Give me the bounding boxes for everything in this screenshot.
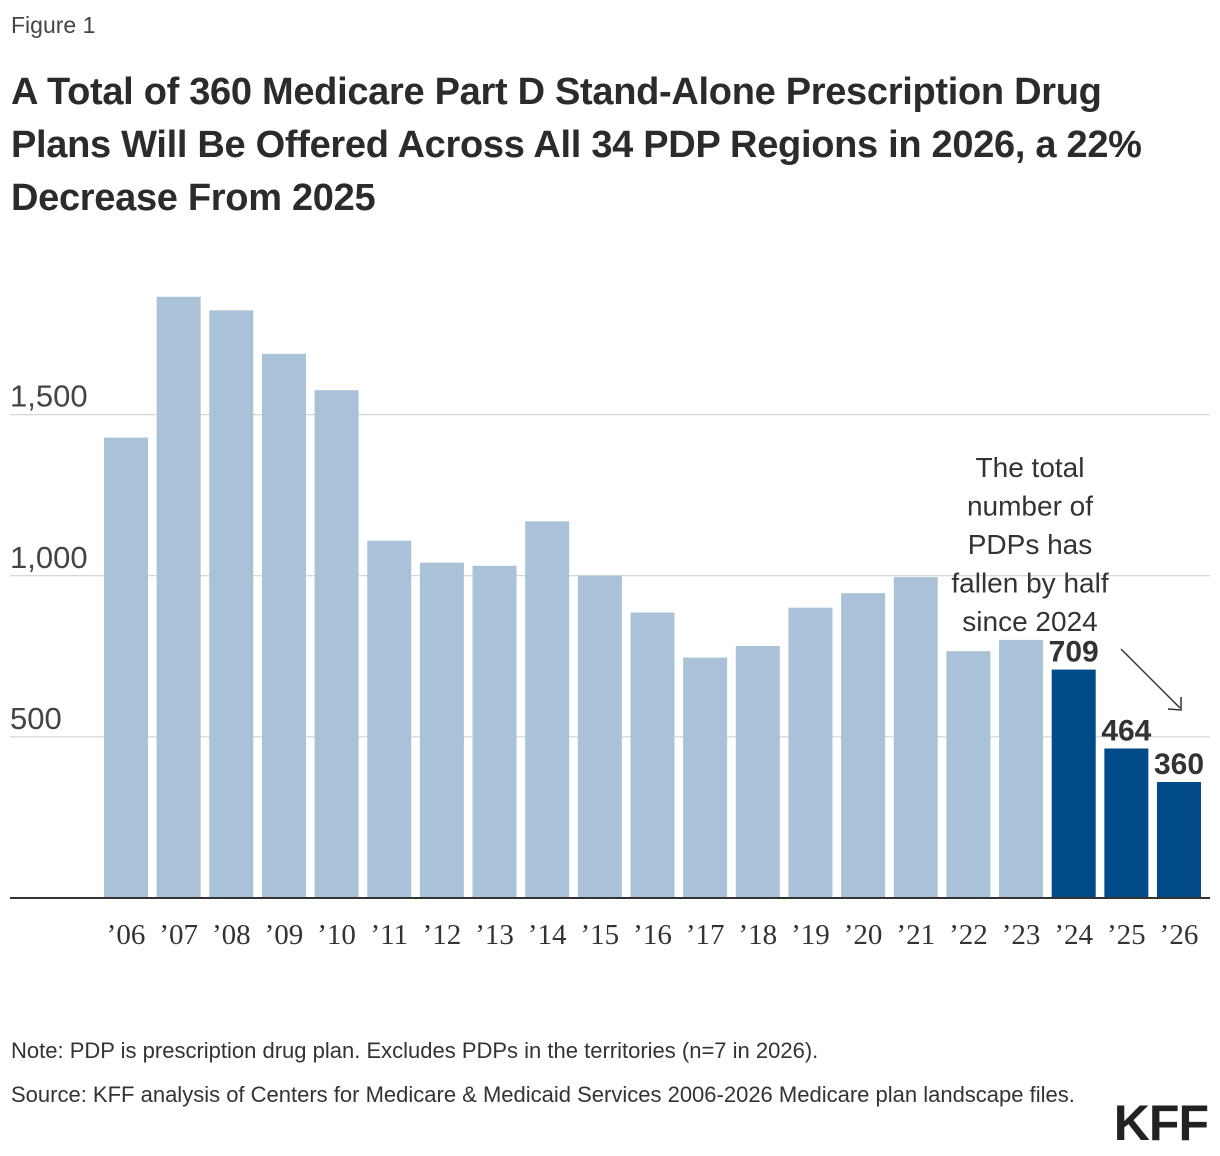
annotation-line: since 2024 xyxy=(962,606,1097,637)
x-tick-label: ’11 xyxy=(370,919,408,951)
x-tick-label: ’18 xyxy=(738,919,777,951)
bar-08 xyxy=(209,310,254,898)
x-tick-label: ’15 xyxy=(581,919,620,951)
annotation-line: PDPs has xyxy=(968,529,1093,560)
annotation-line: fallen by half xyxy=(951,568,1108,599)
kff-logo: KFF xyxy=(1113,1095,1209,1151)
data-label: 709 xyxy=(1049,636,1099,669)
bar-17 xyxy=(683,657,728,898)
x-tick-label: ’09 xyxy=(265,919,304,951)
x-tick-label: ’24 xyxy=(1054,919,1093,951)
bar-23 xyxy=(999,639,1044,898)
x-tick-label: ’26 xyxy=(1160,919,1199,951)
x-tick-label: ’20 xyxy=(844,919,883,951)
x-tick-label: ’21 xyxy=(896,919,935,951)
x-tick-label: ’12 xyxy=(423,919,462,951)
bar-21 xyxy=(893,577,938,898)
bar-13 xyxy=(472,565,517,898)
bar-12 xyxy=(419,562,464,898)
chart-title: A Total of 360 Medicare Part D Stand-Alo… xyxy=(11,71,1142,219)
x-tick-label: ’07 xyxy=(159,919,198,951)
x-tick-label: ’16 xyxy=(633,919,672,951)
bar-09 xyxy=(261,353,306,898)
x-tick-label: ’19 xyxy=(791,919,830,951)
x-tick-label: ’13 xyxy=(475,919,514,951)
bar-10 xyxy=(314,390,359,898)
bar-11 xyxy=(367,540,412,898)
bar-18 xyxy=(735,646,780,898)
annotation-line: number of xyxy=(967,491,1093,522)
x-tick-label: ’14 xyxy=(528,919,567,951)
annotation-arrowhead xyxy=(1167,697,1182,711)
bar-15 xyxy=(577,575,622,898)
chart-source: Source: KFF analysis of Centers for Medi… xyxy=(11,1082,1075,1107)
bar-07 xyxy=(156,296,201,899)
y-tick-label: 1,000 xyxy=(10,540,88,575)
x-tick-label: ’17 xyxy=(686,919,725,951)
annotation-line: The total xyxy=(976,452,1085,483)
data-label: 464 xyxy=(1101,714,1151,747)
chart-note: Note: PDP is prescription drug plan. Exc… xyxy=(11,1038,819,1063)
bar-chart: 500 1,000 1,500 ’06 ’07 ’08 ’09 ’10 ’11 ’12 ’13 ’14… xyxy=(10,296,1210,951)
bar-22 xyxy=(946,651,991,898)
x-tick-label: ’08 xyxy=(212,919,251,951)
x-tick-label: ’22 xyxy=(949,919,988,951)
bar-06 xyxy=(104,437,148,898)
bar-24 xyxy=(1051,669,1096,898)
annotation-arrow xyxy=(1120,648,1181,709)
data-label: 360 xyxy=(1154,748,1204,781)
bar-25 xyxy=(1104,748,1149,898)
x-tick-label: ’10 xyxy=(317,919,356,951)
bar-19 xyxy=(788,607,833,898)
x-tick-label: ’23 xyxy=(1002,919,1041,951)
bar-16 xyxy=(630,612,675,898)
figure-label: Figure 1 xyxy=(11,12,96,38)
x-tick-label: ’25 xyxy=(1107,919,1146,951)
bar-26 xyxy=(1157,782,1201,898)
bar-20 xyxy=(841,593,886,898)
x-tick-label: ’06 xyxy=(107,919,146,951)
y-tick-label: 1,500 xyxy=(10,379,88,414)
y-tick-label: 500 xyxy=(10,701,62,736)
bar-14 xyxy=(525,521,570,898)
